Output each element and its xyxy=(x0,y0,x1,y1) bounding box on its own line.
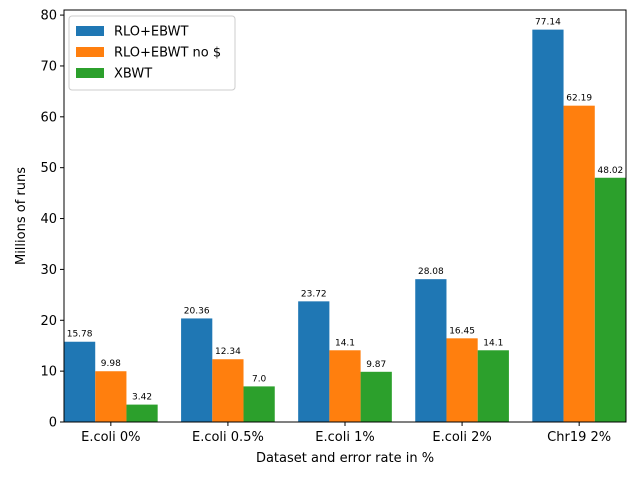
y-tick-label: 70 xyxy=(40,59,57,74)
y-axis: 0 10 20 30 40 50 60 70 80 xyxy=(40,9,64,431)
data-label: 20.36 xyxy=(184,306,210,316)
x-tick-label: Chr19 2% xyxy=(547,430,611,445)
bar xyxy=(298,301,330,422)
x-axis: E.coli 0% E.coli 0.5% E.coli 1% E.coli 2% Ch… xyxy=(81,422,611,445)
data-label: 14.1 xyxy=(483,338,503,348)
data-label: 15.78 xyxy=(67,330,93,340)
bar xyxy=(126,404,158,422)
data-label: 9.87 xyxy=(366,360,386,370)
legend-label: RLO+EBWT xyxy=(114,25,188,40)
data-label: 12.34 xyxy=(215,347,241,357)
y-tick-label: 10 xyxy=(40,365,57,380)
x-tick-label: E.coli 0.5% xyxy=(192,430,264,445)
legend-swatch xyxy=(76,26,104,36)
legend-swatch xyxy=(76,47,104,57)
y-tick-label: 20 xyxy=(40,314,57,329)
y-tick-label: 60 xyxy=(40,110,57,125)
data-label: 23.72 xyxy=(301,289,327,299)
bar xyxy=(212,359,244,422)
legend-label: XBWT xyxy=(114,67,152,82)
legend-box xyxy=(68,15,236,91)
data-labels-group: 15.78 20.36 23.72 28.08 77.14 9.98 12.34 14.1 16… xyxy=(67,18,624,403)
y-tick-label: 80 xyxy=(40,9,57,24)
bar xyxy=(477,350,509,422)
y-tick-label: 50 xyxy=(40,161,57,176)
bar xyxy=(181,318,213,422)
data-label: 77.14 xyxy=(535,18,561,28)
bar xyxy=(532,29,564,423)
x-tick-label: E.coli 1% xyxy=(315,430,374,445)
data-label: 62.19 xyxy=(566,94,592,104)
legend: RLO+EBWT RLO+EBWT no $ XBWT xyxy=(68,15,236,91)
bar xyxy=(415,279,447,422)
bar xyxy=(594,177,626,422)
legend-swatch xyxy=(76,68,104,78)
bar xyxy=(360,371,392,422)
data-label: 28.08 xyxy=(418,267,444,277)
data-label: 16.45 xyxy=(449,326,475,336)
data-label: 3.42 xyxy=(132,393,152,403)
legend-label: RLO+EBWT no $ xyxy=(114,46,221,61)
bar xyxy=(243,386,275,422)
x-axis-label: Dataset and error rate in % xyxy=(256,451,434,466)
data-label: 7.0 xyxy=(252,374,267,384)
bar xyxy=(95,371,127,422)
bars-group xyxy=(64,29,626,423)
bar xyxy=(446,338,478,422)
y-tick-label: 30 xyxy=(40,263,57,278)
x-tick-label: E.coli 2% xyxy=(432,430,491,445)
y-tick-label: 40 xyxy=(40,212,57,227)
bar xyxy=(329,350,361,422)
data-label: 48.02 xyxy=(598,166,624,176)
y-tick-label: 0 xyxy=(49,416,57,431)
x-tick-label: E.coli 0% xyxy=(81,430,140,445)
bar xyxy=(563,105,595,423)
data-label: 14.1 xyxy=(335,338,355,348)
y-axis-label: Millions of runs xyxy=(14,167,29,265)
bar xyxy=(64,341,96,422)
data-label: 9.98 xyxy=(101,359,121,369)
